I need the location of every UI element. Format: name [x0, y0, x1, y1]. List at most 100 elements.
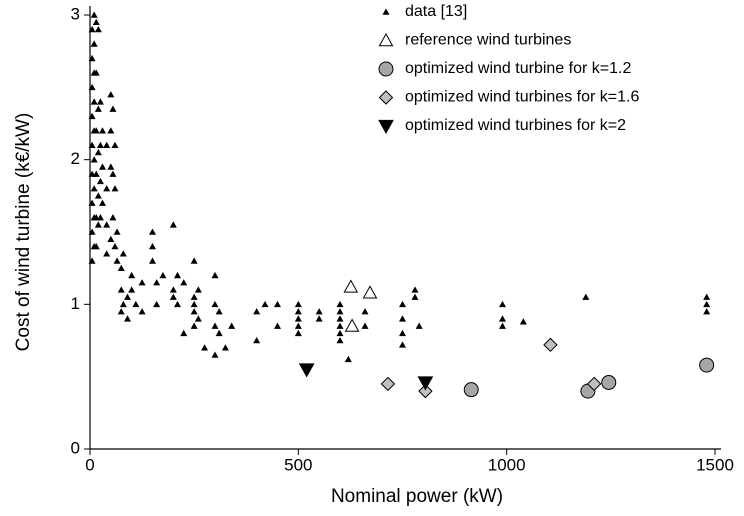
legend-label: optimized wind turbines for k=1.6: [405, 89, 639, 106]
point: [543, 337, 558, 353]
point: [399, 300, 406, 308]
legend-label: optimized wind turbines for k=2: [405, 117, 626, 134]
point: [117, 286, 125, 293]
x-tick-label: 0: [85, 455, 94, 474]
point: [117, 308, 125, 315]
point: [149, 257, 156, 264]
point: [88, 25, 96, 33]
point: [103, 141, 111, 148]
point: [109, 105, 117, 112]
y-tick-label: 1: [71, 294, 80, 313]
point: [88, 228, 96, 235]
point: [96, 98, 104, 105]
point: [88, 199, 96, 206]
point: [119, 300, 127, 308]
point: [90, 156, 98, 163]
point: [88, 83, 96, 91]
point: [92, 170, 100, 177]
point: [703, 300, 711, 308]
legend-label: reference wind turbines: [405, 32, 571, 49]
point: [380, 376, 396, 392]
point: [519, 318, 527, 325]
point: [274, 322, 281, 329]
point: [99, 199, 106, 206]
point: [180, 279, 188, 286]
point: [253, 308, 261, 315]
point: [699, 357, 715, 373]
point: [253, 337, 261, 344]
legend-label: data [13]: [405, 3, 467, 20]
point: [113, 257, 121, 264]
point: [399, 329, 406, 337]
point: [174, 300, 181, 308]
point: [88, 54, 96, 62]
point: [90, 98, 98, 105]
point: [153, 279, 161, 286]
point: [463, 382, 479, 398]
point: [361, 322, 369, 329]
point: [103, 221, 111, 228]
point: [92, 127, 100, 134]
point: [94, 25, 102, 33]
point: [343, 279, 359, 293]
point: [169, 286, 177, 293]
point: [294, 315, 302, 322]
point: [417, 376, 434, 391]
x-tick-label: 1500: [696, 455, 734, 474]
point: [159, 271, 167, 279]
point: [703, 293, 711, 300]
point: [215, 308, 223, 315]
point: [362, 285, 378, 299]
legend-marker: [378, 61, 394, 77]
point: [128, 271, 136, 279]
point: [92, 18, 100, 26]
point: [418, 383, 433, 399]
point: [96, 141, 104, 148]
point: [111, 141, 119, 148]
point: [90, 40, 98, 47]
point: [190, 308, 198, 315]
point: [261, 300, 269, 308]
point: [194, 315, 202, 322]
legend-label: optimized wind turbine for k=1.2: [405, 60, 631, 77]
point: [99, 163, 106, 170]
point: [499, 322, 506, 329]
point: [336, 337, 344, 344]
point: [190, 322, 198, 329]
point: [399, 315, 406, 322]
point: [128, 286, 136, 293]
point: [88, 141, 96, 148]
point: [215, 329, 223, 337]
point: [411, 286, 419, 293]
point: [169, 293, 177, 300]
point: [88, 112, 96, 120]
point: [194, 286, 202, 293]
point: [361, 308, 369, 315]
point: [94, 192, 102, 199]
point: [138, 308, 146, 315]
point: [103, 250, 111, 257]
point: [274, 300, 281, 308]
point: [119, 250, 127, 257]
point: [336, 300, 344, 308]
point: [132, 300, 140, 308]
point: [336, 308, 344, 315]
point: [294, 322, 302, 329]
point: [174, 271, 181, 279]
point: [169, 221, 177, 228]
point: [344, 318, 360, 332]
x-tick-label: 1000: [488, 455, 526, 474]
point: [499, 315, 506, 322]
point: [336, 322, 344, 329]
point: [315, 308, 323, 315]
point: [90, 185, 98, 192]
point: [601, 374, 617, 390]
point: [113, 228, 121, 235]
point: [336, 315, 344, 322]
point: [294, 329, 302, 337]
point: [107, 127, 115, 134]
point: [92, 69, 100, 76]
legend-marker: [378, 32, 394, 47]
point: [703, 308, 711, 315]
